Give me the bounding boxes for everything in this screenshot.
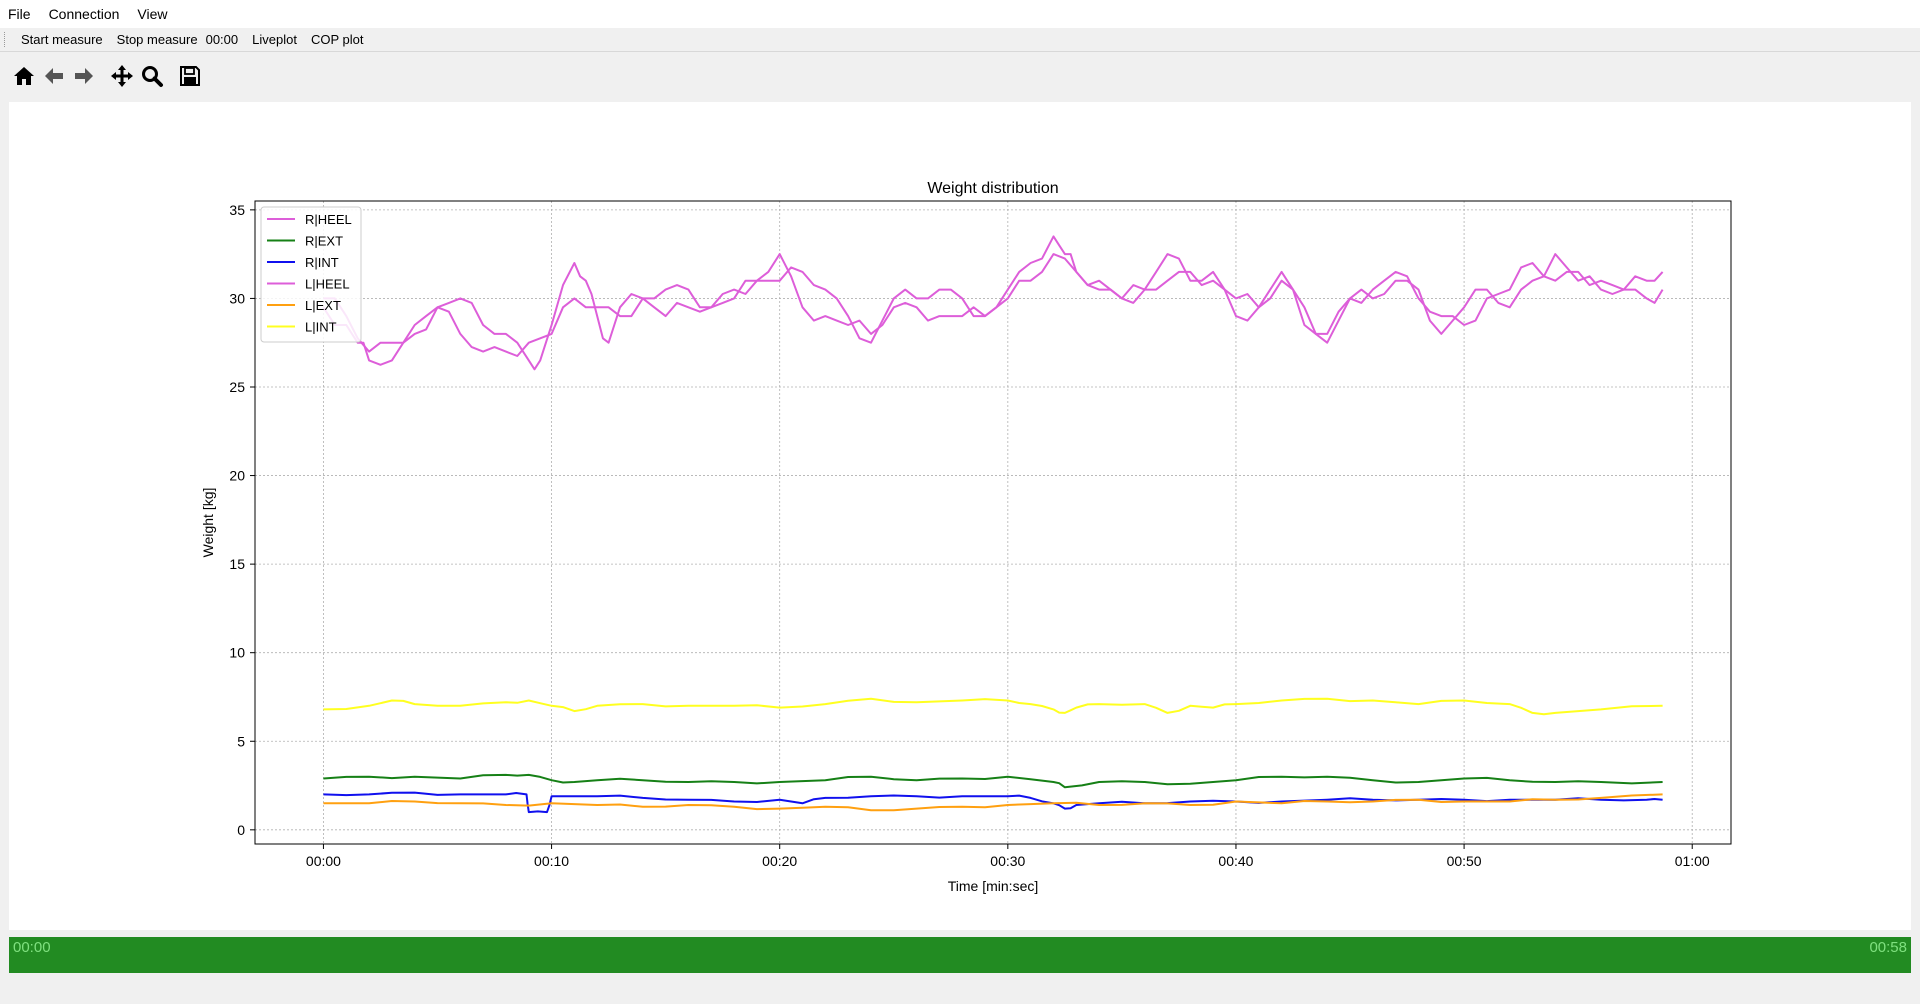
y-axis-label: Weight [kg] [200, 488, 216, 558]
zoom-icon [142, 66, 163, 87]
forward-arrow-icon [75, 68, 93, 84]
menu-view[interactable]: View [137, 6, 168, 22]
y-tick-label: 20 [229, 468, 245, 484]
y-tick-label: 25 [229, 379, 245, 395]
menu-file[interactable]: File [8, 6, 31, 22]
pan-icon [111, 65, 133, 87]
x-tick-label: 00:30 [990, 853, 1025, 869]
menu-bar: File Connection View [0, 0, 1920, 28]
home-button[interactable] [9, 61, 39, 91]
plot-toolbar [0, 52, 1920, 100]
x-tick-label: 00:20 [762, 853, 797, 869]
y-tick-label: 15 [229, 556, 245, 572]
legend-label: R|HEEL [305, 212, 352, 227]
series-line-l-heel [323, 253, 1664, 357]
y-tick-label: 10 [229, 645, 245, 661]
plot-canvas[interactable]: 00:00 00:10 00:20 00:30 00:40 00:50 01:00 0 5 10 1… [9, 102, 1911, 930]
start-measure-button[interactable]: Start measure [21, 32, 103, 47]
home-icon [14, 67, 34, 85]
axes-frame [254, 200, 1732, 845]
y-tick-label: 30 [229, 290, 245, 306]
legend-label: L|INT [305, 320, 337, 335]
progress-bar: 00:00 00:58 [9, 937, 1911, 973]
chart-title: Weight distribution [927, 180, 1058, 197]
x-tick-label: 00:50 [1447, 853, 1482, 869]
cop-plot-button[interactable]: COP plot [310, 32, 364, 47]
legend-label: R|INT [305, 255, 339, 270]
liveplot-button[interactable]: Liveplot [252, 32, 297, 47]
stop-measure-button[interactable]: Stop measure [116, 32, 198, 47]
legend-label: R|EXT [305, 234, 343, 249]
grid-lines [255, 201, 1731, 844]
x-tick-label: 00:40 [1218, 853, 1253, 869]
action-bar: Start measure Stop measure 00:00 Liveplo… [0, 28, 1920, 52]
x-tick-label: 00:00 [306, 853, 341, 869]
series-line-l-ext [323, 793, 1663, 812]
measure-timer: 00:00 [205, 32, 239, 47]
elapsed-time: 00:00 [13, 939, 51, 956]
series-lines [322, 235, 1664, 814]
back-arrow-icon [45, 68, 63, 84]
x-tick-label: 00:10 [534, 853, 569, 869]
x-tick-label: 01:00 [1675, 853, 1710, 869]
toolbar-grip[interactable] [4, 32, 8, 47]
axis-ticks: 00:00 00:10 00:20 00:30 00:40 00:50 01:00 0 5 10 1… [229, 202, 1710, 869]
x-axis-label: Time [min:sec] [948, 878, 1039, 894]
series-line-r-ext [323, 773, 1663, 789]
menu-connection[interactable]: Connection [48, 6, 120, 22]
series-line-l-int [323, 697, 1663, 716]
pan-button[interactable] [107, 61, 137, 91]
weight-chart[interactable]: 00:00 00:10 00:20 00:30 00:40 00:50 01:00 0 5 10 1… [9, 102, 1911, 930]
save-button[interactable] [175, 61, 205, 91]
series-line-r-heel [322, 235, 1664, 371]
y-tick-label: 35 [229, 202, 245, 218]
chart-legend: R|HEEL R|EXT R|INT L|HEEL L|EXT L|INT [260, 206, 362, 343]
y-tick-label: 0 [237, 822, 245, 838]
legend-label: L|HEEL [305, 277, 350, 292]
zoom-button[interactable] [137, 61, 167, 91]
legend-label: L|EXT [305, 298, 341, 313]
back-button[interactable] [39, 61, 69, 91]
y-tick-label: 5 [237, 733, 245, 749]
progress-fill [9, 937, 1911, 973]
save-icon [180, 66, 200, 86]
forward-button[interactable] [69, 61, 99, 91]
total-time: 00:58 [1869, 939, 1907, 956]
